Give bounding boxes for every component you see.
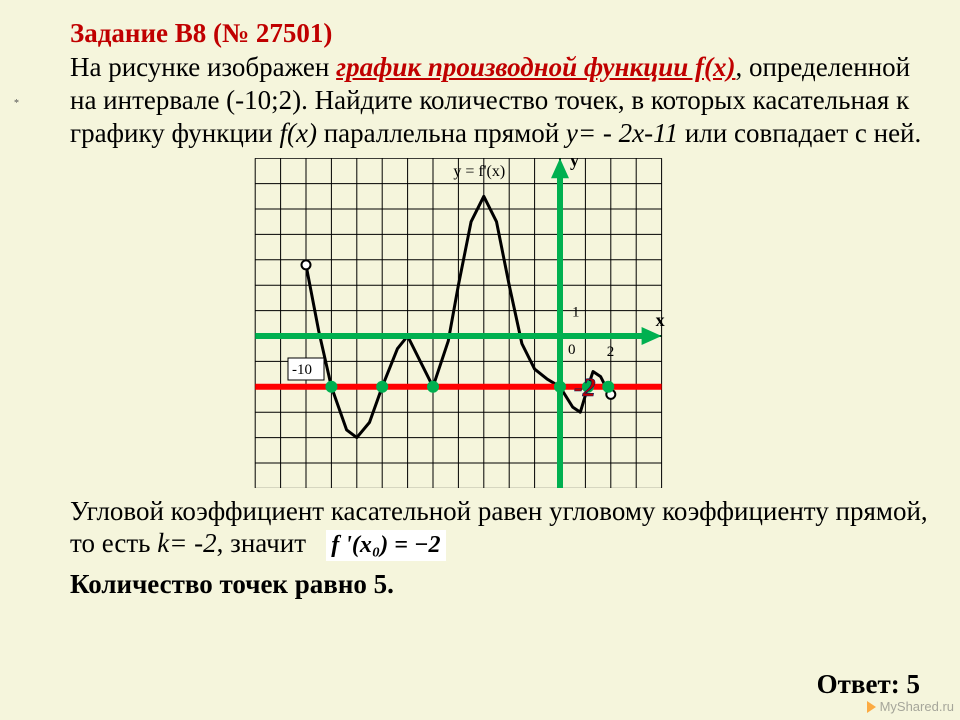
svg-text:-2: -2	[574, 373, 596, 402]
svg-text:y: y	[570, 158, 579, 170]
watermark-icon	[867, 701, 876, 713]
problem-italic-fx: f(x)	[279, 118, 316, 148]
count-text: Количество точек равно 5.	[70, 569, 932, 600]
svg-text:2: 2	[607, 344, 615, 360]
chart-svg: y = f'(x) y x -10 1 0 2 -2	[80, 158, 720, 488]
svg-text:x: x	[656, 310, 665, 330]
svg-text:0: 0	[568, 342, 576, 358]
watermark-text: MyShared.ru	[880, 699, 954, 714]
chart-container: y = f'(x) y x -10 1 0 2 -2	[80, 158, 720, 488]
svg-text:1: 1	[572, 304, 580, 320]
problem-part4: или совпадает с ней.	[678, 118, 921, 148]
task-title: Задание B8 (№ 27501)	[70, 18, 932, 49]
problem-part1: На рисунке изображен	[70, 52, 336, 82]
watermark: MyShared.ru	[867, 699, 954, 714]
problem-part3: параллельна прямой	[317, 118, 566, 148]
svg-text:y = f'(x): y = f'(x)	[453, 163, 505, 180]
problem-highlight: график производной функции f(x)	[336, 52, 735, 82]
problem-italic-eq: y= - 2x-11	[566, 118, 678, 148]
derivative-formula: f '(x₀) = −2	[326, 530, 445, 560]
explanation-k: k= -2	[157, 528, 216, 558]
footnote-star: *	[14, 98, 19, 109]
explanation-b: , значит	[217, 528, 306, 558]
answer-label: Ответ: 5	[817, 669, 920, 700]
explanation-text: Угловой коэффициент касательной равен уг…	[70, 496, 932, 561]
problem-text: На рисунке изображен график производной …	[70, 51, 932, 150]
svg-text:-10: -10	[292, 362, 312, 378]
